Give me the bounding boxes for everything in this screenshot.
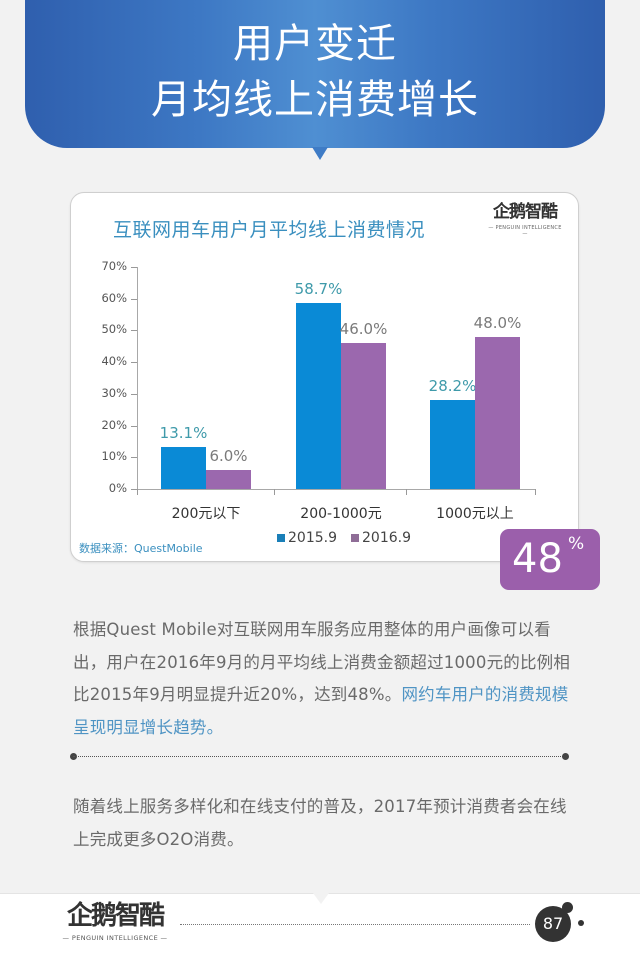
y-tick-label: 50%	[101, 322, 127, 337]
paragraph-1-highlight: 网约车用户的消费规模呈现明显增长趋势。	[73, 685, 569, 737]
y-axis	[137, 267, 138, 490]
legend-item-2016: 2016.9	[351, 530, 411, 546]
bar-2015-9-cat1	[296, 302, 341, 489]
bar-2015-9-cat2	[430, 399, 475, 489]
legend-swatch-icon	[277, 534, 285, 542]
footer-brand-en: — PENGUIN INTELLIGENCE —	[62, 934, 168, 942]
paragraph-1: 根据Quest Mobile对互联网用车服务应用整体的用户画像可以看出，用户在2…	[73, 614, 573, 744]
x-tick-mark	[406, 489, 407, 495]
bar-chart: 0% 10% 20% 30% 40% 50% 60% 70% 13.1% 6.0% 200元以下 58…	[71, 193, 580, 563]
chart-legend: 2015.9 2016.9	[277, 530, 411, 546]
x-category-label: 1000元以上	[436, 506, 514, 522]
y-tick-mark	[131, 425, 137, 427]
page-decoration-dot-icon	[562, 902, 573, 913]
bar-value-label: 48.0%	[473, 313, 522, 332]
legend-label: 2016.9	[362, 530, 411, 546]
y-tick-mark	[131, 393, 137, 395]
bar-2016-9-cat0	[206, 469, 251, 489]
brand-logo-cn: 企鹅智酷	[493, 202, 558, 222]
x-tick-mark	[535, 489, 536, 495]
legend-swatch-icon	[351, 534, 359, 542]
y-tick-mark	[131, 267, 137, 268]
highlight-badge: 48 %	[500, 529, 600, 590]
y-tick-mark	[131, 489, 137, 490]
brand-logo-en: — PENGUIN INTELLIGENCE —	[488, 225, 562, 237]
x-tick-mark	[137, 489, 138, 495]
y-tick-label: 60%	[101, 290, 127, 305]
y-tick-label: 0%	[108, 481, 127, 495]
y-tick-mark	[131, 362, 137, 364]
y-tick-mark	[131, 330, 137, 332]
y-tick-label: 40%	[101, 354, 127, 369]
y-tick-mark	[131, 298, 137, 300]
header-title-line2: 月均线上消费增长	[151, 77, 479, 123]
x-axis	[137, 489, 535, 490]
footer-brand-logo: 企鹅智酷 — PENGUIN INTELLIGENCE —	[60, 900, 170, 942]
badge-unit: %	[568, 534, 585, 554]
paragraph-1-text: 根据Quest Mobile对互联网用车服务应用整体的用户画像可以看出，用户在2…	[73, 620, 571, 704]
header-title-line1: 用户变迁	[233, 21, 397, 67]
badge-value: 48	[512, 536, 563, 582]
page-decoration-dot-icon	[578, 920, 584, 926]
x-category-label: 200元以下	[171, 506, 241, 522]
bar-value-label: 13.1%	[159, 424, 208, 443]
legend-item-2015: 2015.9	[277, 530, 337, 546]
footer-brand-cn: 企鹅智酷	[66, 901, 165, 931]
header-banner: 用户变迁 月均线上消费增长	[25, 0, 605, 148]
x-category-label: 200-1000元	[300, 506, 382, 522]
x-tick-mark	[274, 489, 275, 495]
bar-value-label: 28.2%	[428, 376, 477, 395]
bar-2015-9-cat0	[161, 447, 206, 489]
footer-pointer-icon	[313, 893, 329, 904]
chart-card: 互联网用车用户月平均线上消费情况 企鹅智酷 — PENGUIN INTELLIG…	[70, 192, 579, 562]
bar-value-label: 46.0%	[339, 320, 388, 339]
y-tick-mark	[131, 457, 137, 459]
brand-logo-small: 企鹅智酷 — PENGUIN INTELLIGENCE —	[485, 201, 565, 237]
footer-dotted-line	[180, 924, 530, 925]
data-source: 数据来源：QuestMobile	[79, 542, 203, 555]
bar-value-label: 58.7%	[294, 279, 343, 298]
chart-title: 互联网用车用户月平均线上消费情况	[113, 219, 426, 241]
y-tick-label: 10%	[101, 449, 127, 464]
y-tick-label: 20%	[101, 417, 127, 432]
y-tick-label: 30%	[101, 385, 127, 400]
bar-2016-9-cat2	[475, 336, 520, 489]
dotted-divider	[73, 756, 565, 758]
bar-value-label: 6.0%	[209, 446, 248, 465]
divider-dot-right-icon	[562, 753, 569, 760]
footer	[0, 893, 640, 960]
y-tick-label: 70%	[101, 259, 127, 273]
bar-2016-9-cat1	[341, 343, 386, 489]
header-pointer-icon	[312, 147, 328, 160]
paragraph-2: 随着线上服务多样化和在线支付的普及，2017年预计消费者会在线上完成更多O2O消…	[73, 797, 567, 849]
legend-label: 2015.9	[288, 530, 337, 546]
